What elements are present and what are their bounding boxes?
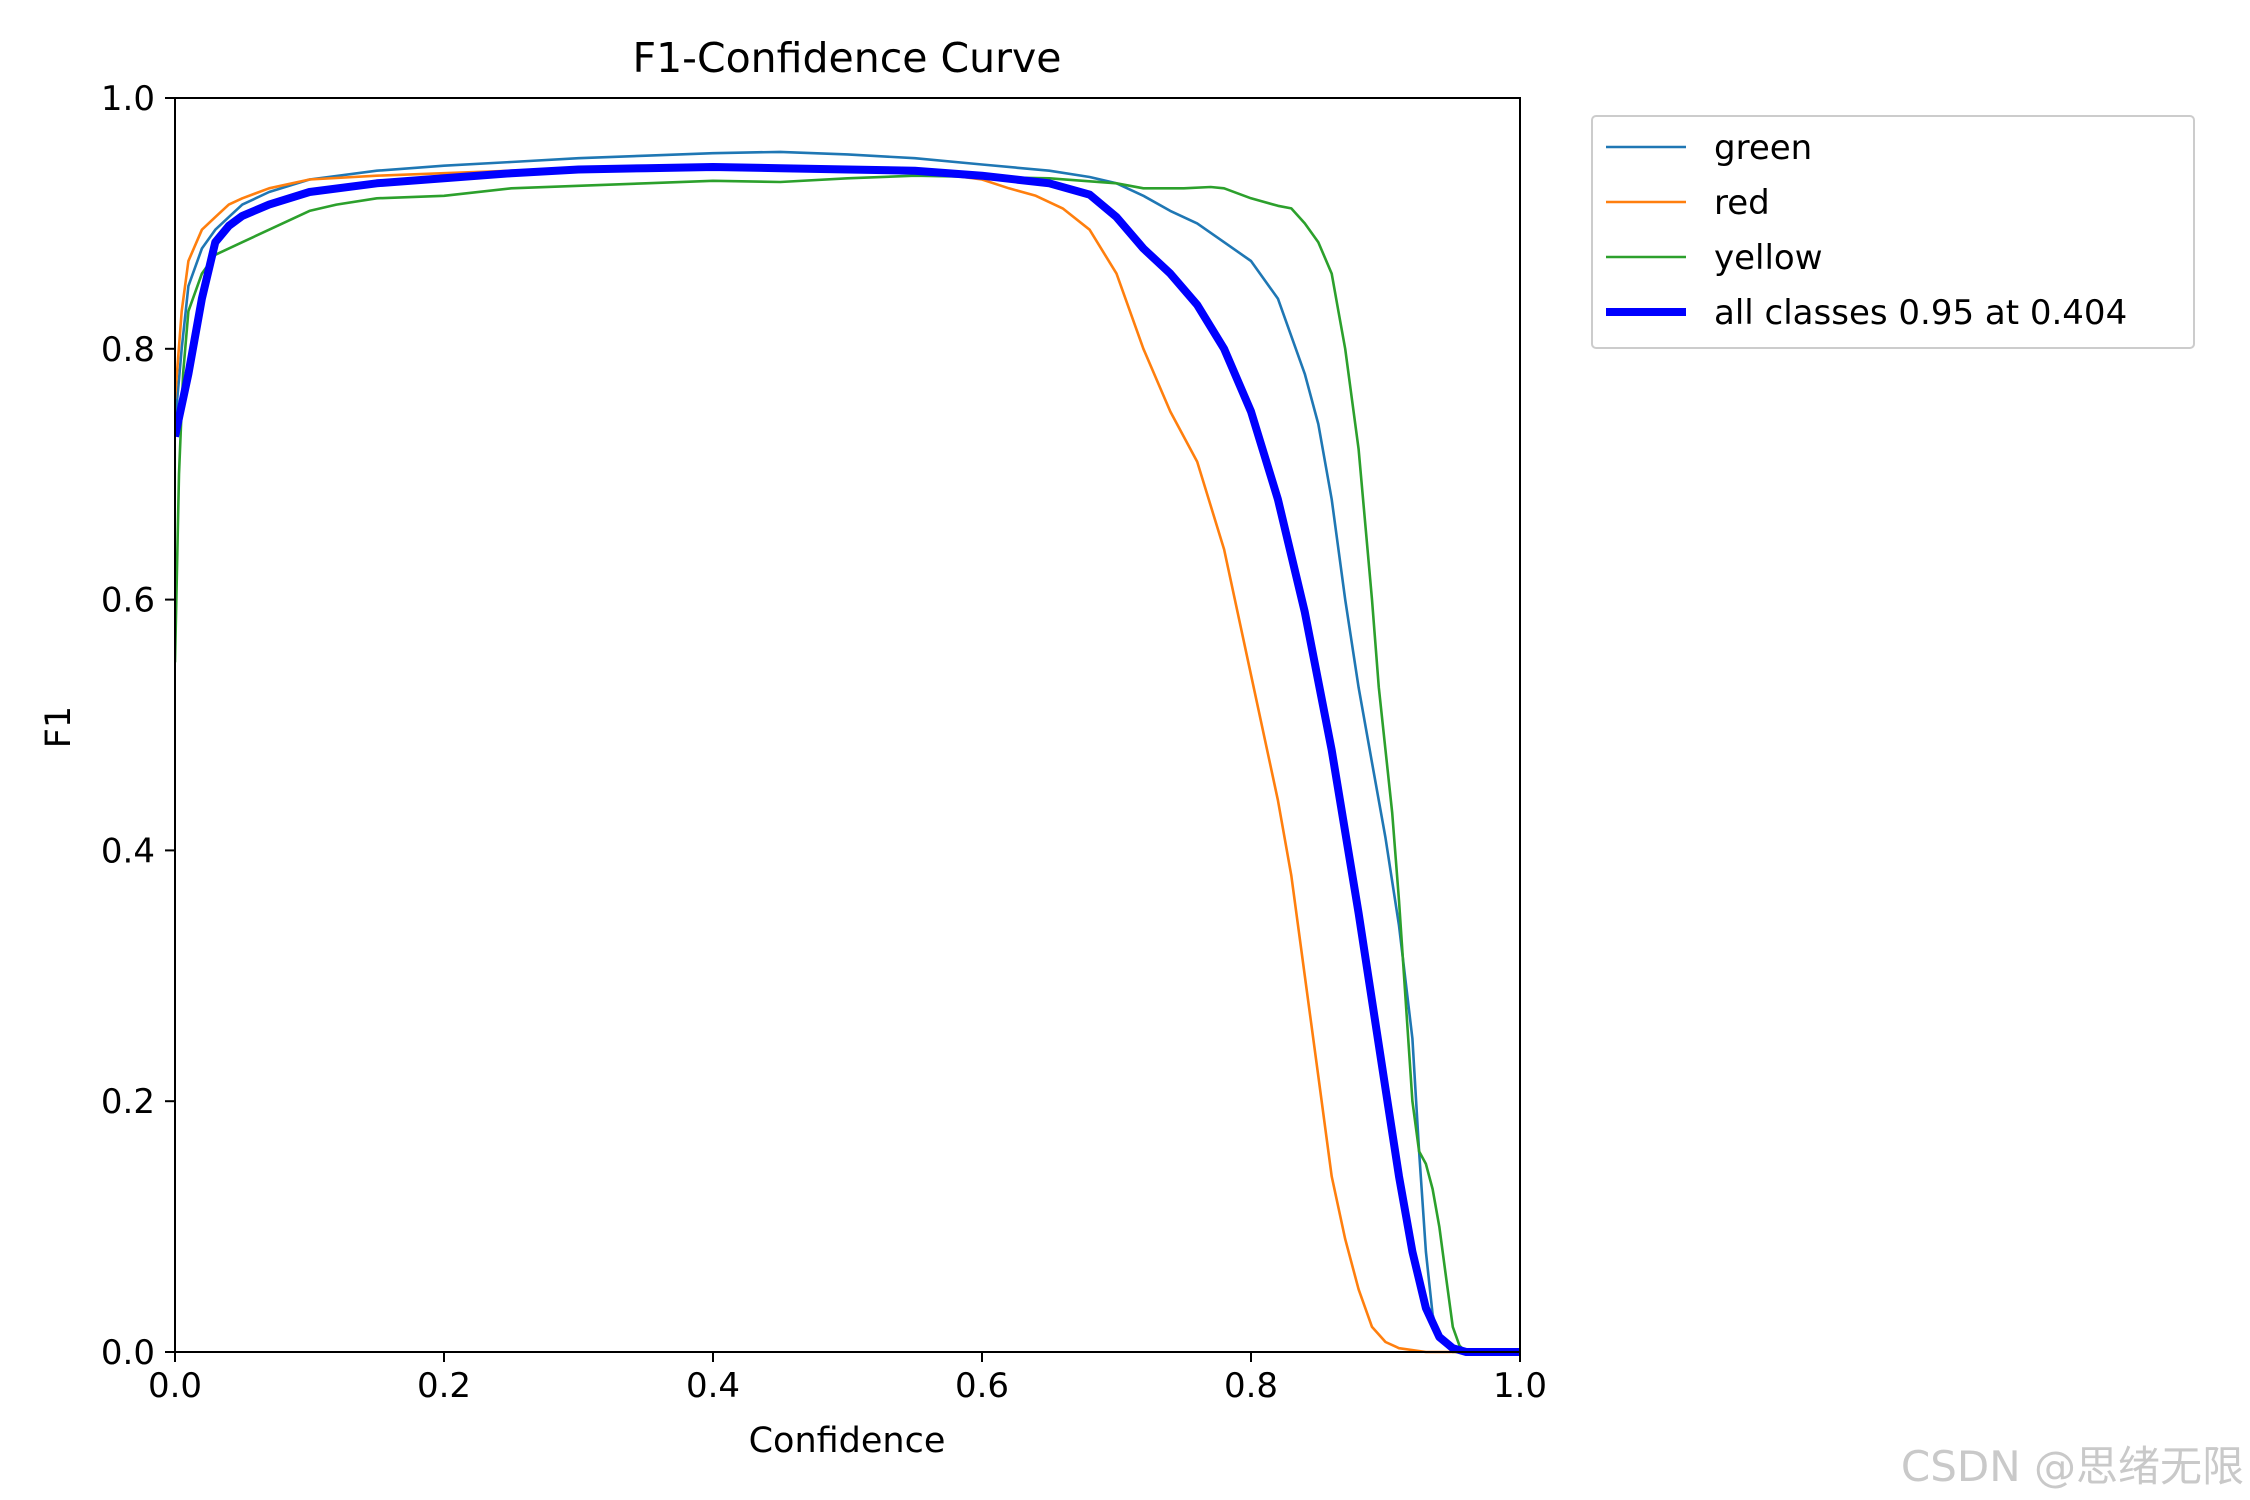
axes-frame	[174, 97, 1521, 1353]
legend-box	[1591, 115, 2195, 349]
x-tick-label: 1.0	[1493, 1366, 1547, 1406]
series-line-all-classes	[175, 163, 1520, 1356]
y-tick-label: 0.2	[101, 1082, 155, 1122]
x-axis-label: Confidence	[749, 1421, 946, 1461]
x-tick-label: 0.4	[686, 1366, 740, 1406]
x-tick-label: 0.2	[417, 1366, 471, 1406]
y-tick-label: 0.0	[101, 1333, 155, 1373]
legend-label-red: red	[1714, 183, 1770, 223]
series-line-red	[175, 165, 1520, 1354]
watermark: CSDN @思绪无限	[1900, 1442, 2244, 1491]
legend: green red yellow all classes 0.95 at 0.404	[1591, 115, 2195, 349]
y-tick-label: 1.0	[101, 79, 155, 119]
series-line-green	[175, 150, 1520, 1354]
x-tick-label: 0.0	[148, 1366, 202, 1406]
y-tick-label: 0.6	[101, 581, 155, 621]
legend-label-green: green	[1714, 128, 1812, 168]
chart-title: F1-Confidence Curve	[633, 34, 1062, 82]
x-tick-label: 0.8	[1224, 1366, 1278, 1406]
y-axis-label: F1	[39, 706, 79, 748]
axes: 0.0 0.2 0.4 0.6 0.8 1.0 0.0 0.2 0.4 0.6 0.8 1.0	[101, 79, 1547, 1406]
series-line-yellow	[175, 174, 1520, 1354]
x-tick-label: 0.6	[955, 1366, 1009, 1406]
y-tick-label: 0.8	[101, 330, 155, 370]
series-lines	[175, 150, 1520, 1356]
legend-label-all-classes: all classes 0.95 at 0.404	[1714, 293, 2127, 333]
plot-area	[175, 150, 1520, 1356]
y-tick-label: 0.4	[101, 831, 155, 871]
legend-label-yellow: yellow	[1714, 238, 1823, 278]
